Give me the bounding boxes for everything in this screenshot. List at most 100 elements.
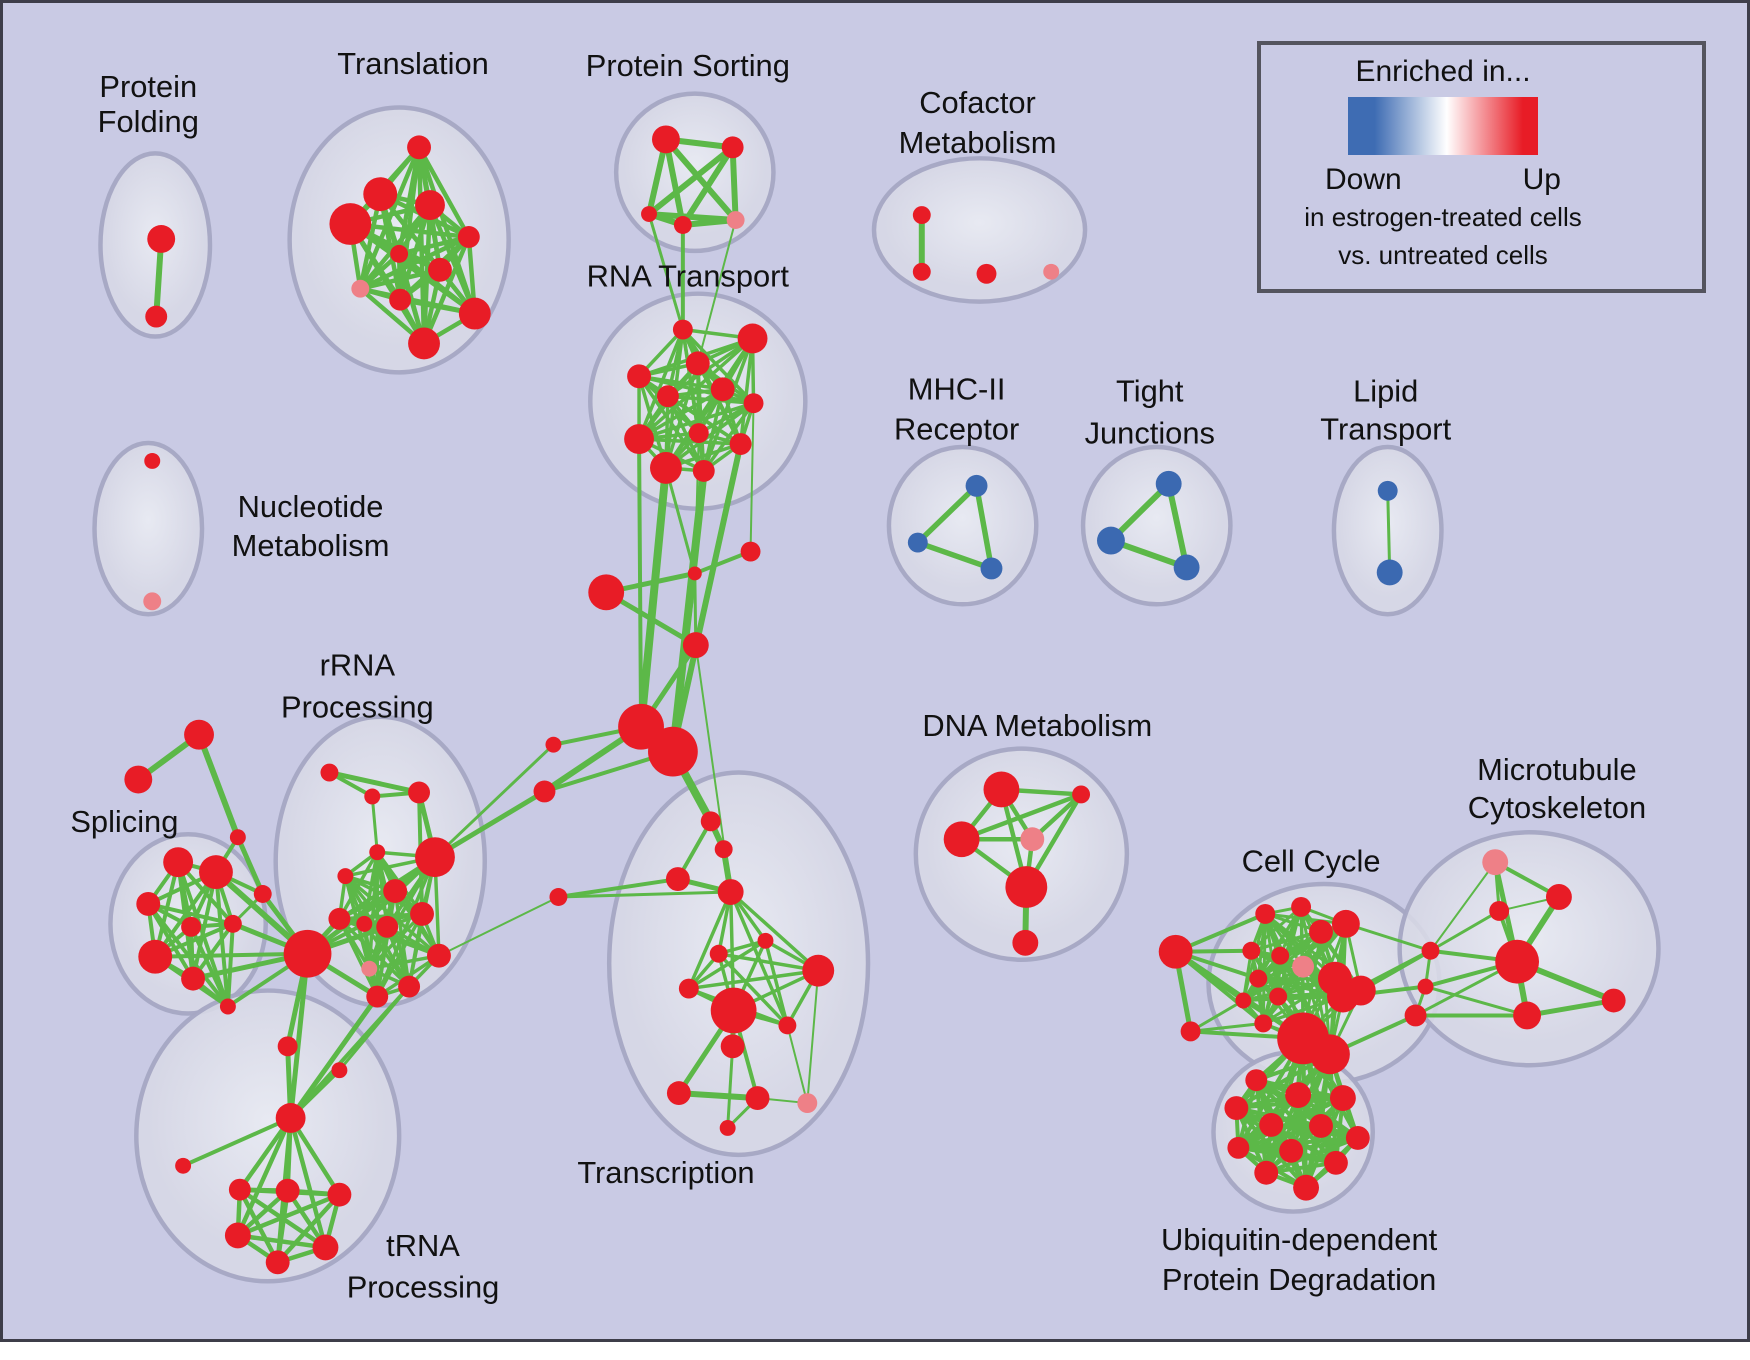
edge xyxy=(556,877,680,899)
node-ps4 xyxy=(673,216,692,234)
node-tr13 xyxy=(745,1086,770,1111)
node-c6 xyxy=(277,1036,298,1057)
node-tr3 xyxy=(665,867,690,892)
cluster-label-mhc-ii-receptor-line-1: MHC-II xyxy=(908,372,1006,407)
node-pf2 xyxy=(145,305,168,328)
node-rt6 xyxy=(710,377,735,402)
cluster-label-protein-folding-line-2: Folding xyxy=(98,104,199,139)
edge xyxy=(432,788,547,860)
legend-axis-labels: Down Up xyxy=(1325,163,1561,197)
node-t5 xyxy=(457,225,480,248)
edge xyxy=(433,743,555,859)
node-cc2 xyxy=(1291,896,1312,917)
edge xyxy=(1386,489,1392,574)
node-u5 xyxy=(1259,1113,1284,1137)
edge xyxy=(288,1115,342,1197)
node-rr2 xyxy=(364,788,381,805)
cluster-label-ubiquitin-degradation-line-2: Protein Degradation xyxy=(1162,1262,1436,1297)
node-mt1 xyxy=(1545,884,1572,910)
node-tr15 xyxy=(719,1119,736,1136)
node-d5 xyxy=(1005,866,1048,908)
node-scn xyxy=(229,829,246,846)
edge xyxy=(437,895,560,957)
node-t4 xyxy=(415,190,445,221)
edge xyxy=(288,984,412,1120)
node-mt5 xyxy=(1601,988,1626,1013)
node-rt12 xyxy=(692,459,715,482)
node-cc15 xyxy=(1417,978,1434,995)
node-tr12 xyxy=(666,1081,691,1106)
edge xyxy=(396,234,472,257)
edge xyxy=(427,202,478,316)
node-tri1 xyxy=(184,719,214,750)
edge xyxy=(637,374,756,405)
node-rr14 xyxy=(398,975,421,998)
node-c4 xyxy=(682,632,709,659)
edge xyxy=(666,394,756,405)
node-s7 xyxy=(181,966,206,991)
node-tjn1 xyxy=(1155,470,1182,497)
node-tri2 xyxy=(124,765,153,794)
node-rt9 xyxy=(688,423,709,444)
node-j1 xyxy=(687,566,702,581)
node-u10 xyxy=(1323,1150,1348,1175)
edge xyxy=(235,1192,342,1238)
node-ccl2 xyxy=(1180,1021,1201,1042)
node-t8 xyxy=(351,279,370,298)
legend-title: Enriched in... xyxy=(1355,55,1531,88)
edge xyxy=(716,951,820,973)
node-tr6 xyxy=(709,944,728,963)
node-tr14 xyxy=(797,1093,818,1114)
node-u8 xyxy=(1227,1136,1250,1159)
cluster-label-mhc-ii-receptor-line-2: Receptor xyxy=(894,412,1019,447)
cluster-label-rna-transport-line-1: RNA Transport xyxy=(587,258,790,293)
node-b6 xyxy=(265,1250,290,1275)
node-tl xyxy=(175,1157,192,1174)
edge xyxy=(646,144,736,218)
node-ps5 xyxy=(726,211,745,229)
cluster-label-tight-junctions-line-2: Junctions xyxy=(1085,416,1215,451)
node-cf2 xyxy=(912,262,931,281)
cluster-label-tight-junctions-line-1: Tight xyxy=(1116,374,1184,409)
node-mh3 xyxy=(980,557,1003,580)
node-rt10 xyxy=(729,433,752,455)
node-mt3 xyxy=(1495,939,1540,984)
edge xyxy=(726,1044,735,1130)
cluster-label-rrna-processing-line-1: rRNA xyxy=(320,648,396,683)
node-cf4 xyxy=(1043,263,1060,280)
edge xyxy=(637,387,725,441)
edge xyxy=(196,731,241,841)
nodes xyxy=(124,125,1626,1275)
node-s3 xyxy=(136,892,161,916)
node-c7 xyxy=(331,1062,348,1079)
legend-up-label: Up xyxy=(1522,163,1561,196)
node-rr15 xyxy=(427,943,451,968)
node-u11 xyxy=(1254,1160,1279,1185)
edge xyxy=(687,890,733,991)
node-d6 xyxy=(1012,929,1039,956)
edge xyxy=(806,969,820,1105)
node-rt5 xyxy=(656,385,679,408)
node-h2 xyxy=(648,726,698,777)
edge xyxy=(375,925,389,999)
edge xyxy=(637,327,685,441)
edge xyxy=(728,890,820,973)
edge xyxy=(367,912,424,971)
edge xyxy=(305,855,437,956)
node-rr4 xyxy=(369,844,386,861)
cluster-label-lipid-transport-line-2: Transport xyxy=(1320,412,1451,447)
edge xyxy=(358,267,443,291)
legend-inner: Enriched in... Down Up in estrogen-treat… xyxy=(1293,55,1593,273)
edge xyxy=(225,921,235,1009)
node-cc3 xyxy=(1309,919,1333,944)
cluster-label-trna-processing-line-2: Processing xyxy=(347,1270,500,1305)
edge xyxy=(1249,905,1303,953)
edge xyxy=(1524,998,1617,1018)
node-mh1 xyxy=(965,474,988,497)
node-ps2 xyxy=(721,136,744,159)
edge xyxy=(973,483,995,572)
node-tjn3 xyxy=(1173,554,1200,581)
node-t11 xyxy=(408,327,440,360)
edge xyxy=(664,466,697,575)
